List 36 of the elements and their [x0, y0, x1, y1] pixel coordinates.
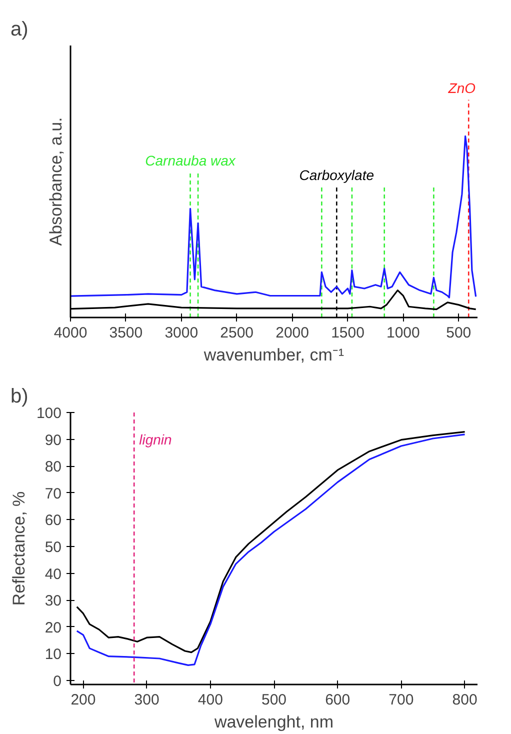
y-tick-label: 30 [44, 592, 62, 610]
x-tick-label: 800 [452, 692, 478, 708]
x-tick-label: 1500 [331, 324, 364, 342]
x-tick-label: 1000 [386, 324, 420, 342]
x-tick-label: 400 [198, 692, 223, 708]
x-tick-label: 2500 [220, 324, 254, 342]
y-tick-label: 100 [36, 405, 62, 422]
x-tick-label: 4000 [54, 324, 88, 342]
y-tick-label: 60 [44, 512, 62, 530]
y-tick-label: 50 [44, 538, 62, 556]
y-tick-label: 70 [44, 485, 62, 502]
x-tick-label: 2000 [276, 324, 309, 342]
chart-title: a) [10, 18, 28, 40]
y-axis-title: Absorbance, a.u. [46, 117, 66, 246]
x-tick-label: 3500 [109, 324, 143, 342]
y-tick-label: 80 [44, 458, 62, 476]
x-tick-label: 500 [446, 324, 472, 342]
y-tick-label: 20 [44, 619, 62, 636]
x-axis-title: wavenumber, cm⁻¹ [202, 346, 344, 364]
y-tick-label: 10 [44, 646, 62, 664]
x-axis-title: wavelenght, nm [213, 712, 334, 732]
x-tick-label: 500 [261, 692, 287, 708]
ref-line-label: ZnO [447, 80, 476, 96]
y-tick-label: 0 [53, 672, 62, 690]
x-tick-label: 300 [134, 692, 160, 708]
x-tick-label: 200 [70, 692, 96, 708]
x-tick-label: 3000 [164, 324, 198, 342]
ref-line-label: Carnauba wax [145, 152, 236, 168]
chart-title: b) [10, 386, 28, 408]
y-axis-title: Reflectance, % [9, 491, 28, 606]
y-tick-label: 40 [44, 566, 62, 583]
x-tick-label: 600 [325, 692, 350, 708]
x-tick-label: 700 [388, 692, 414, 708]
ref-line-label: lignin [139, 432, 172, 448]
ref-line-label: Carboxylate [299, 166, 374, 183]
y-tick-label: 90 [44, 432, 62, 449]
